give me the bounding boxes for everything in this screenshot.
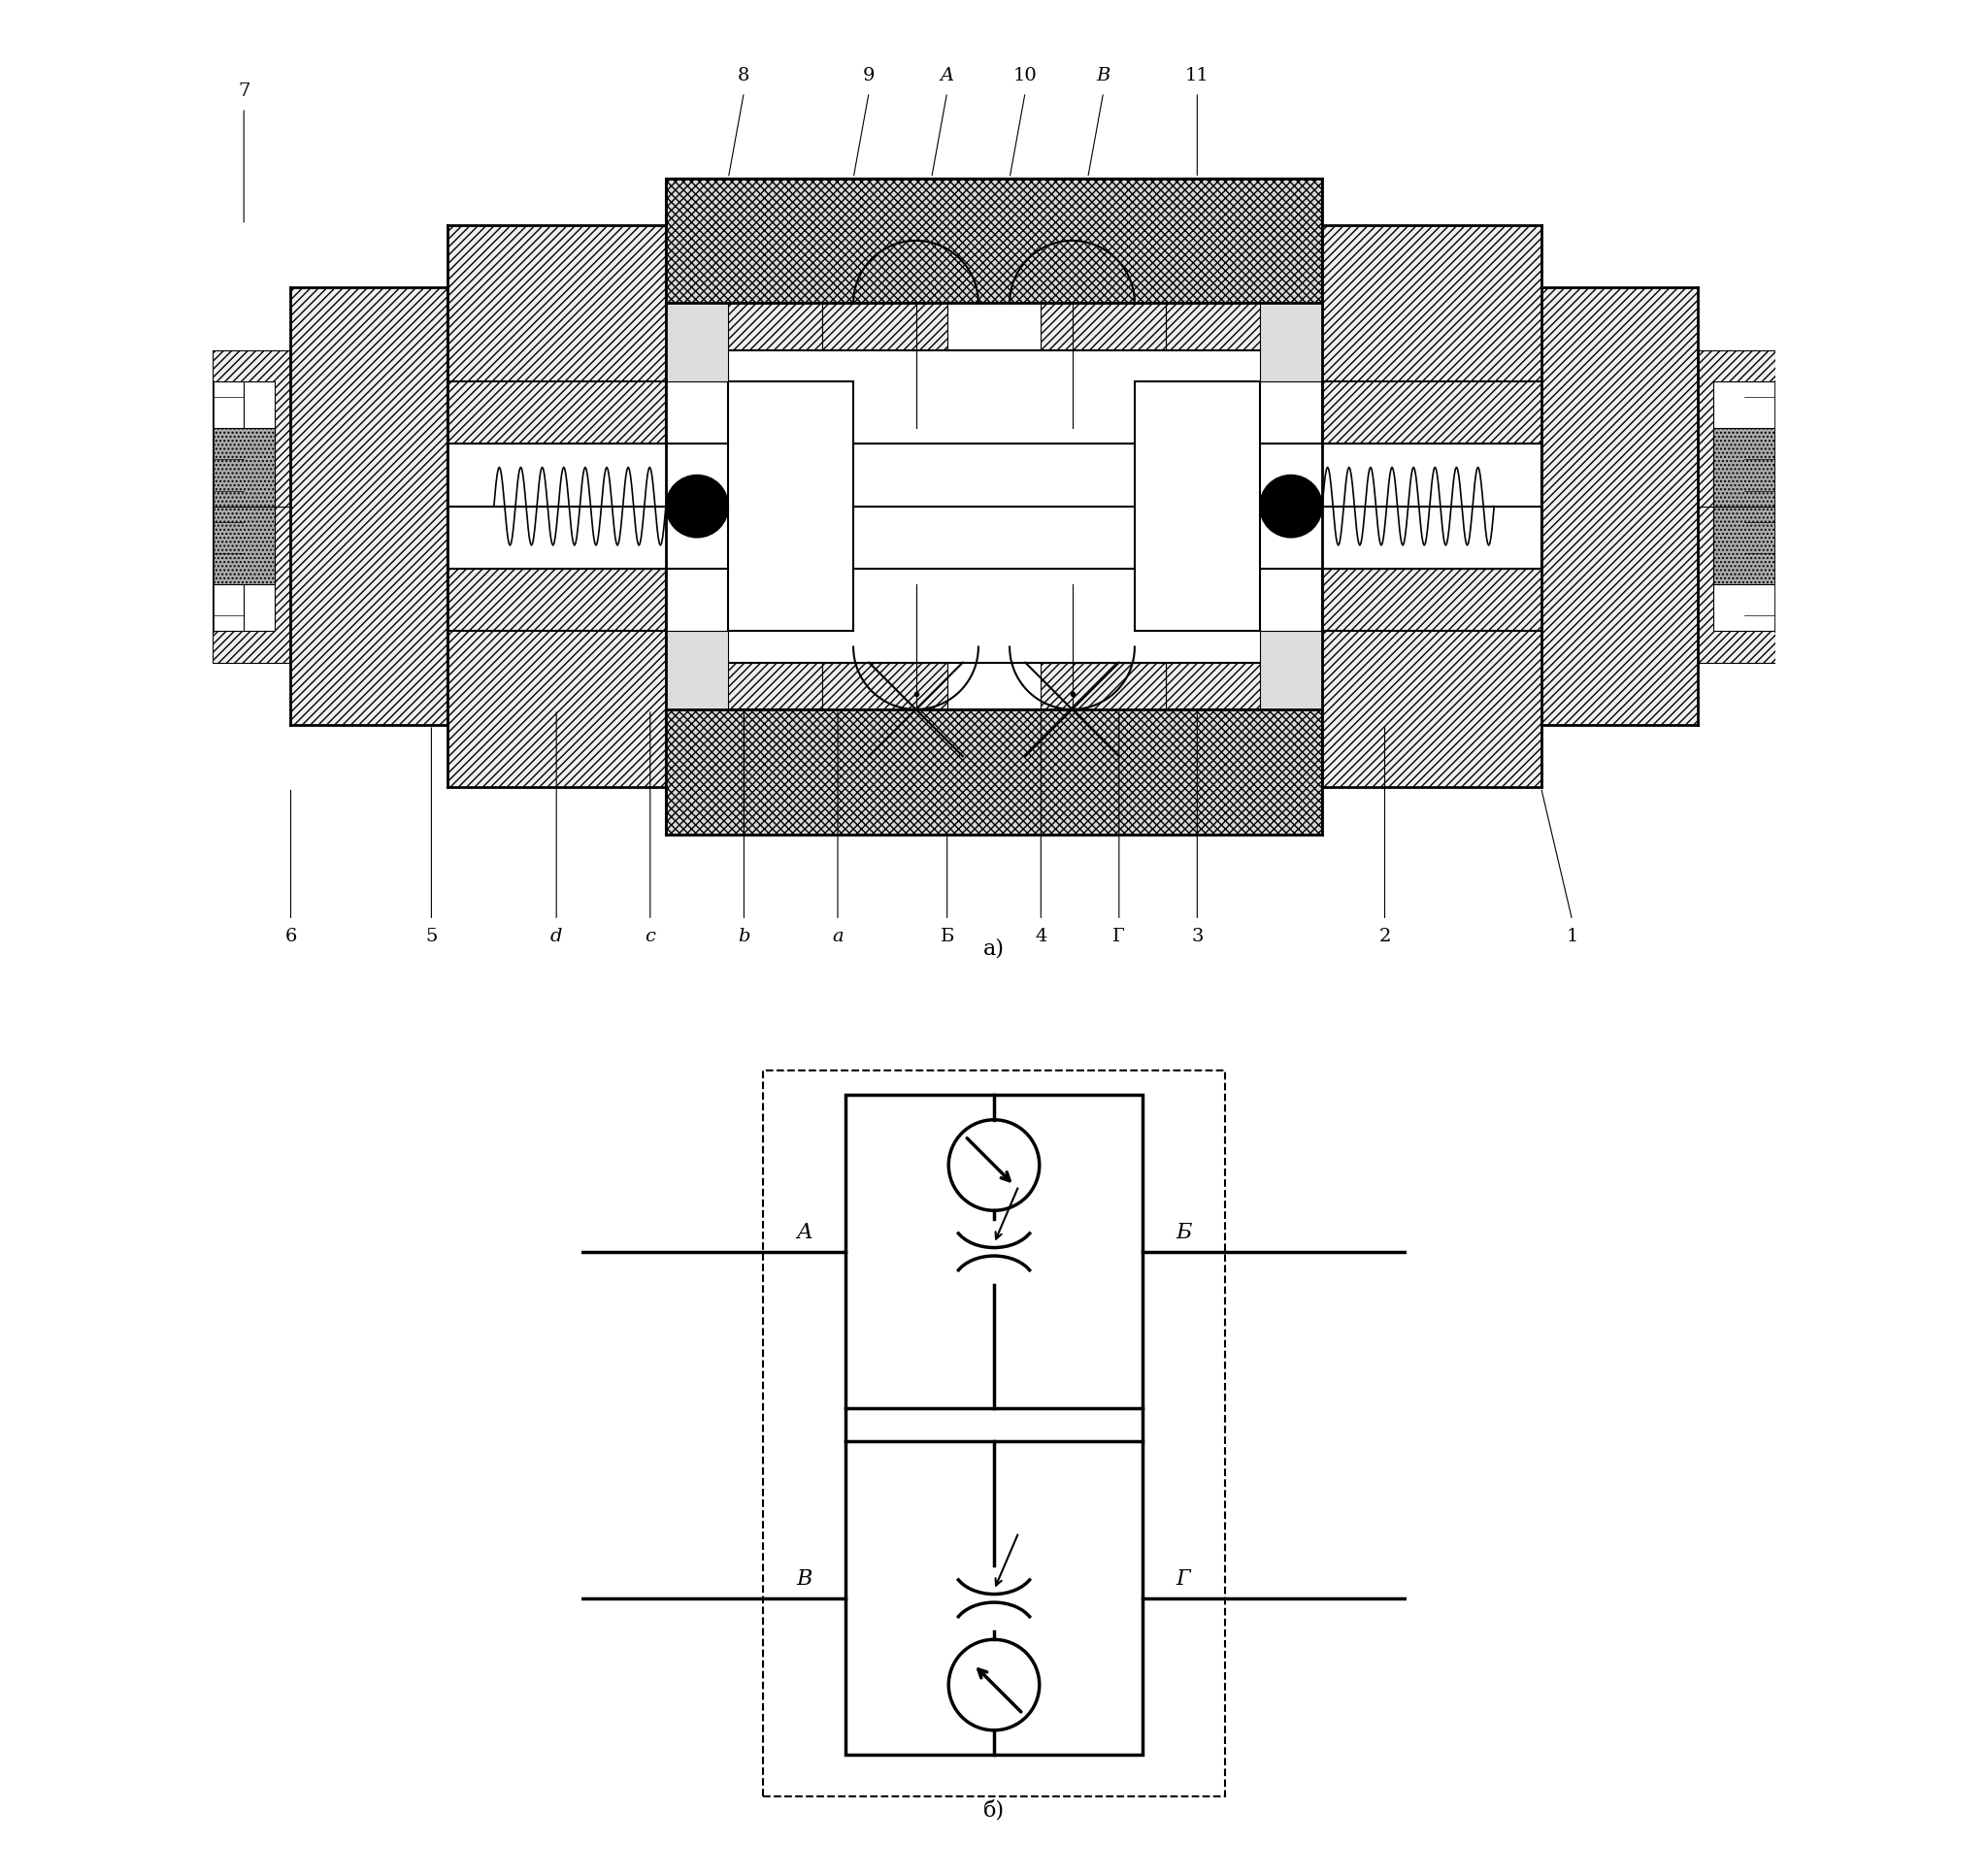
Bar — [666, 304, 823, 709]
Bar — [1714, 381, 1775, 632]
Bar — [728, 381, 853, 632]
Bar — [1260, 304, 1322, 381]
Text: 9: 9 — [863, 68, 875, 84]
Circle shape — [1260, 474, 1322, 538]
Text: A: A — [940, 68, 954, 84]
Text: b: b — [738, 928, 749, 945]
Text: 7: 7 — [239, 82, 250, 99]
Bar — [666, 632, 728, 709]
Bar — [213, 428, 274, 585]
Text: а): а) — [984, 938, 1004, 960]
Bar — [1322, 225, 1541, 788]
Bar — [823, 662, 946, 709]
Text: 5: 5 — [425, 928, 437, 945]
Bar — [666, 351, 1322, 662]
Text: Б: Б — [1175, 1222, 1191, 1243]
Bar — [1165, 304, 1322, 709]
Bar — [1260, 632, 1322, 709]
Bar — [213, 381, 274, 632]
Text: А: А — [795, 1222, 813, 1243]
Text: В: В — [1097, 68, 1111, 84]
Bar — [763, 1071, 1225, 1796]
Bar — [447, 444, 1541, 568]
Text: Г: Г — [1113, 928, 1125, 945]
Text: 4: 4 — [1036, 928, 1048, 945]
Bar — [1042, 662, 1165, 709]
Text: 1: 1 — [1567, 928, 1578, 945]
Bar — [447, 225, 666, 788]
Bar — [845, 1095, 1143, 1408]
Bar — [213, 351, 290, 662]
Text: c: c — [644, 928, 656, 945]
Bar — [290, 287, 447, 726]
Bar — [666, 304, 728, 381]
Text: a: a — [833, 928, 843, 945]
Text: В: В — [797, 1569, 813, 1590]
Bar — [1714, 428, 1775, 585]
Circle shape — [666, 474, 728, 538]
Text: 8: 8 — [738, 68, 749, 84]
Bar — [666, 178, 1322, 304]
Text: Б: Б — [940, 928, 954, 945]
Text: d: d — [551, 928, 563, 945]
Text: 2: 2 — [1380, 928, 1392, 945]
Bar — [823, 304, 946, 351]
Bar — [1698, 351, 1775, 662]
Text: 10: 10 — [1014, 68, 1038, 84]
Text: б): б) — [984, 1800, 1004, 1821]
Bar — [845, 1442, 1143, 1755]
Text: 3: 3 — [1191, 928, 1203, 945]
Bar — [1042, 304, 1165, 351]
Bar — [666, 709, 1322, 834]
Text: 11: 11 — [1185, 68, 1209, 84]
Text: 6: 6 — [284, 928, 296, 945]
Bar — [1135, 381, 1260, 632]
Text: Г: Г — [1175, 1569, 1191, 1590]
Bar — [1541, 287, 1698, 726]
